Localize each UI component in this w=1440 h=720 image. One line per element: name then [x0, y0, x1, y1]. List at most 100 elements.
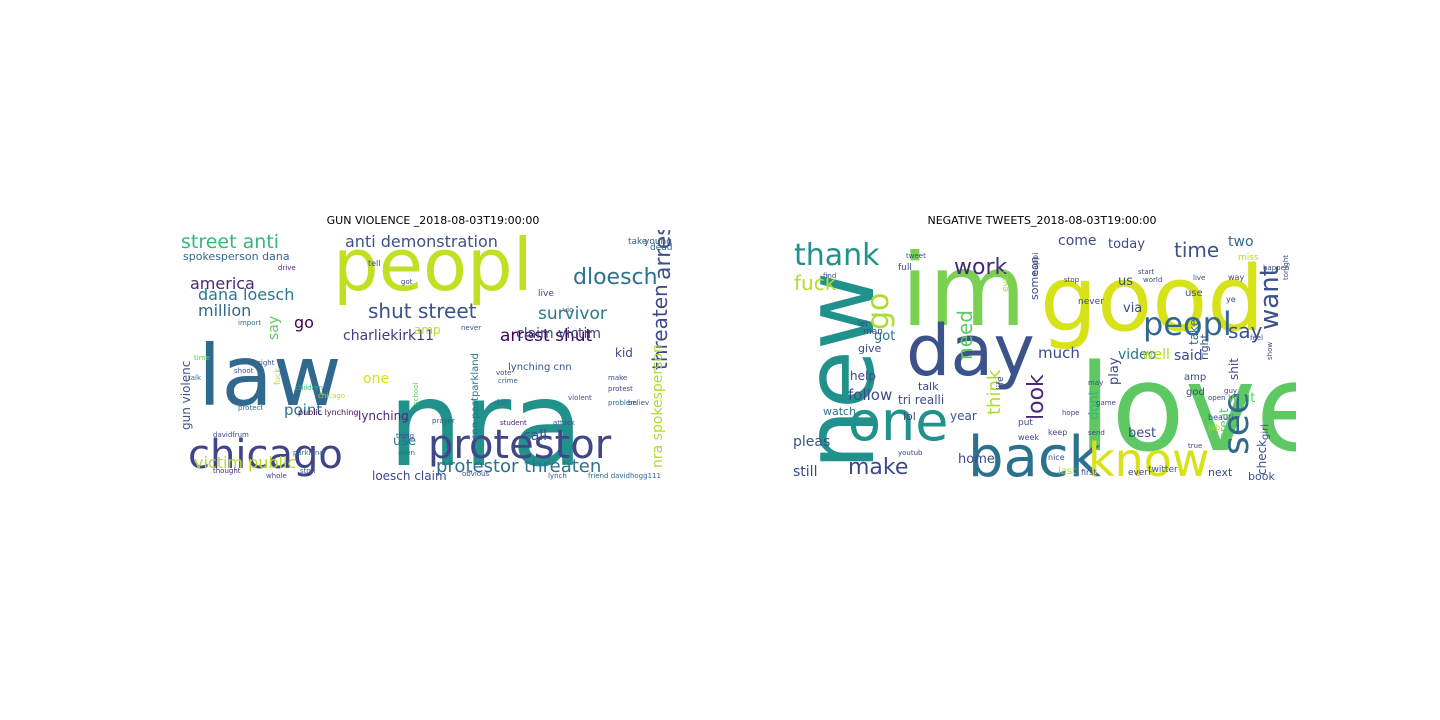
right-cloud-word: come — [1058, 233, 1097, 249]
left-cloud-word: charliekirk11 — [343, 328, 434, 344]
right-cloud-word: happi — [1031, 253, 1040, 275]
right-cloud-word: start — [1138, 268, 1155, 276]
right-cloud-word: well — [1142, 347, 1170, 363]
left-cloud-word: victim public — [194, 453, 296, 472]
left-cloud-word: violent — [568, 394, 592, 402]
left-cloud-word: protect — [238, 404, 263, 412]
right-cloud-word: open — [1208, 394, 1225, 402]
left-cloud-word: claim victim — [516, 326, 601, 342]
right-cloud-word: work — [954, 255, 1007, 280]
left-cloud-word: prayer — [432, 417, 455, 425]
right-cloud-word: play — [1107, 357, 1122, 385]
right-cloud-word: someon — [1028, 256, 1041, 300]
left-cloud-word: thing — [396, 432, 414, 440]
right-cloud-word: nice — [1048, 453, 1065, 462]
right-cloud-word: man — [863, 327, 883, 337]
left-cloud-word: lynching — [358, 409, 409, 423]
left-cloud-word: right — [258, 359, 275, 367]
left-cloud-word: protest — [608, 385, 633, 393]
right-cloud-word: put — [1018, 418, 1033, 428]
right-cloud-word: peopl — [1143, 305, 1232, 343]
right-cloud-word: find — [823, 272, 836, 280]
left-cloud-word: stori — [300, 467, 316, 475]
right-cloud-word: job — [1207, 423, 1220, 432]
left-cloud-word: chicago — [188, 432, 343, 478]
left-cloud-word: america — [190, 274, 255, 293]
right-cloud-word: girl — [1260, 424, 1271, 440]
left-cloud-word: arrest shut — [500, 326, 593, 346]
left-cloud-word: arrest — [651, 230, 676, 280]
left-cloud-word: survivor — [538, 304, 607, 324]
left-cloud-word: take — [628, 237, 648, 247]
right-cloud-word: shit — [1227, 358, 1241, 380]
left-cloud-word: children — [295, 384, 323, 392]
right-cloud-word: god — [1186, 387, 1205, 398]
left-cloud-word: live — [538, 289, 554, 299]
right-cloud-word: said — [1174, 348, 1203, 364]
left-cloud-word: call — [523, 428, 547, 444]
right-cloud-word: feel — [1250, 334, 1263, 342]
right-cloud-word: week — [1018, 433, 1039, 442]
left-cloud-word: thought — [213, 467, 241, 475]
left-cloud-word: crime — [498, 377, 518, 385]
right-cloud-word: two — [1228, 234, 1254, 250]
left-cloud-word: street anti — [181, 231, 279, 253]
left-cloud-word: shut street — [368, 299, 477, 323]
right-cloud-word: thank — [794, 238, 880, 273]
left-cloud-word: believ — [628, 399, 649, 407]
left-cloud-word: million — [198, 301, 251, 320]
right-cloud-word: see — [1216, 392, 1257, 455]
left-cloud-word: protestor threaten — [436, 456, 601, 477]
left-cloud-word: peopl — [333, 230, 533, 307]
right-cloud-word: love — [1078, 340, 1296, 479]
right-cloud-word: beauti — [1208, 413, 1233, 422]
right-cloud-word: first — [1081, 468, 1097, 477]
right-cloud-word: even — [1001, 270, 1011, 292]
left-cloud-word: lynch — [548, 472, 567, 480]
right-cloud-word: use — [1185, 288, 1203, 299]
right-cloud-word: keep — [1048, 428, 1067, 437]
right-cloud-word: dont — [1087, 390, 1102, 420]
right-cloud-word: tri realli — [898, 393, 944, 407]
left-cloud-word: one — [363, 371, 389, 387]
left-cloud-word: dloesch — [573, 265, 658, 290]
left-cloud-word: alien — [398, 449, 415, 457]
right-cloud-word: take — [1187, 319, 1201, 345]
right-cloud-word: book — [1248, 470, 1275, 483]
right-cloud-word: still — [793, 464, 817, 480]
left-cloud-word: gun violenc — [179, 361, 193, 430]
right-cloud-word: way — [1228, 273, 1244, 282]
right-cloud-word: youtub — [898, 449, 923, 457]
right-cloud-word: miss — [1238, 253, 1259, 263]
right-cloud-word: got — [874, 329, 895, 344]
left-cloud-word: amp — [414, 323, 441, 337]
left-cloud-word: threaten — [648, 284, 672, 370]
right-cloud-word: next — [1208, 466, 1233, 479]
right-cloud-word: live — [1193, 274, 1205, 282]
right-cloud-word: want — [1255, 266, 1285, 330]
right-cloud-word: send — [1088, 429, 1105, 437]
left-cloud-word: protestor — [428, 422, 612, 468]
right-cloud-word: check — [1255, 440, 1269, 475]
right-cloud-word: year — [950, 409, 977, 423]
left-cloud-word: got — [401, 278, 413, 286]
left-cloud-word: kid — [615, 346, 633, 360]
right-cloud-word: last — [1058, 466, 1076, 477]
right-cloud-word: help — [850, 369, 876, 383]
left-cloud-word: never — [461, 324, 481, 332]
left-cloud-word: import — [238, 319, 261, 327]
right-cloud-word: go — [861, 293, 896, 330]
left-cloud-word: make — [608, 374, 627, 382]
left-cloud-word: obvious — [462, 470, 490, 478]
right-cloud-word: make — [848, 455, 908, 480]
left-cloud-word: loesch claim — [372, 469, 447, 483]
right-cloud-word: world — [1143, 276, 1162, 284]
right-cloud-word: show — [1266, 342, 1274, 360]
right-cloud-word: tweet — [906, 252, 926, 260]
right-cloud-word: say — [1228, 319, 1263, 343]
left-cloud-word: student — [500, 419, 527, 427]
right-cloud-word: right — [1198, 333, 1211, 360]
left-cloud-word: point — [284, 401, 322, 419]
right-cloud-word: game — [1096, 399, 1116, 407]
